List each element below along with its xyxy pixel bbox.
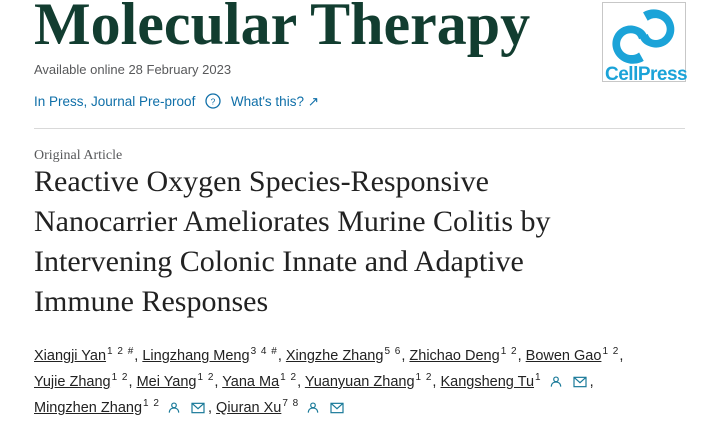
svg-text:?: ? [211, 97, 216, 107]
